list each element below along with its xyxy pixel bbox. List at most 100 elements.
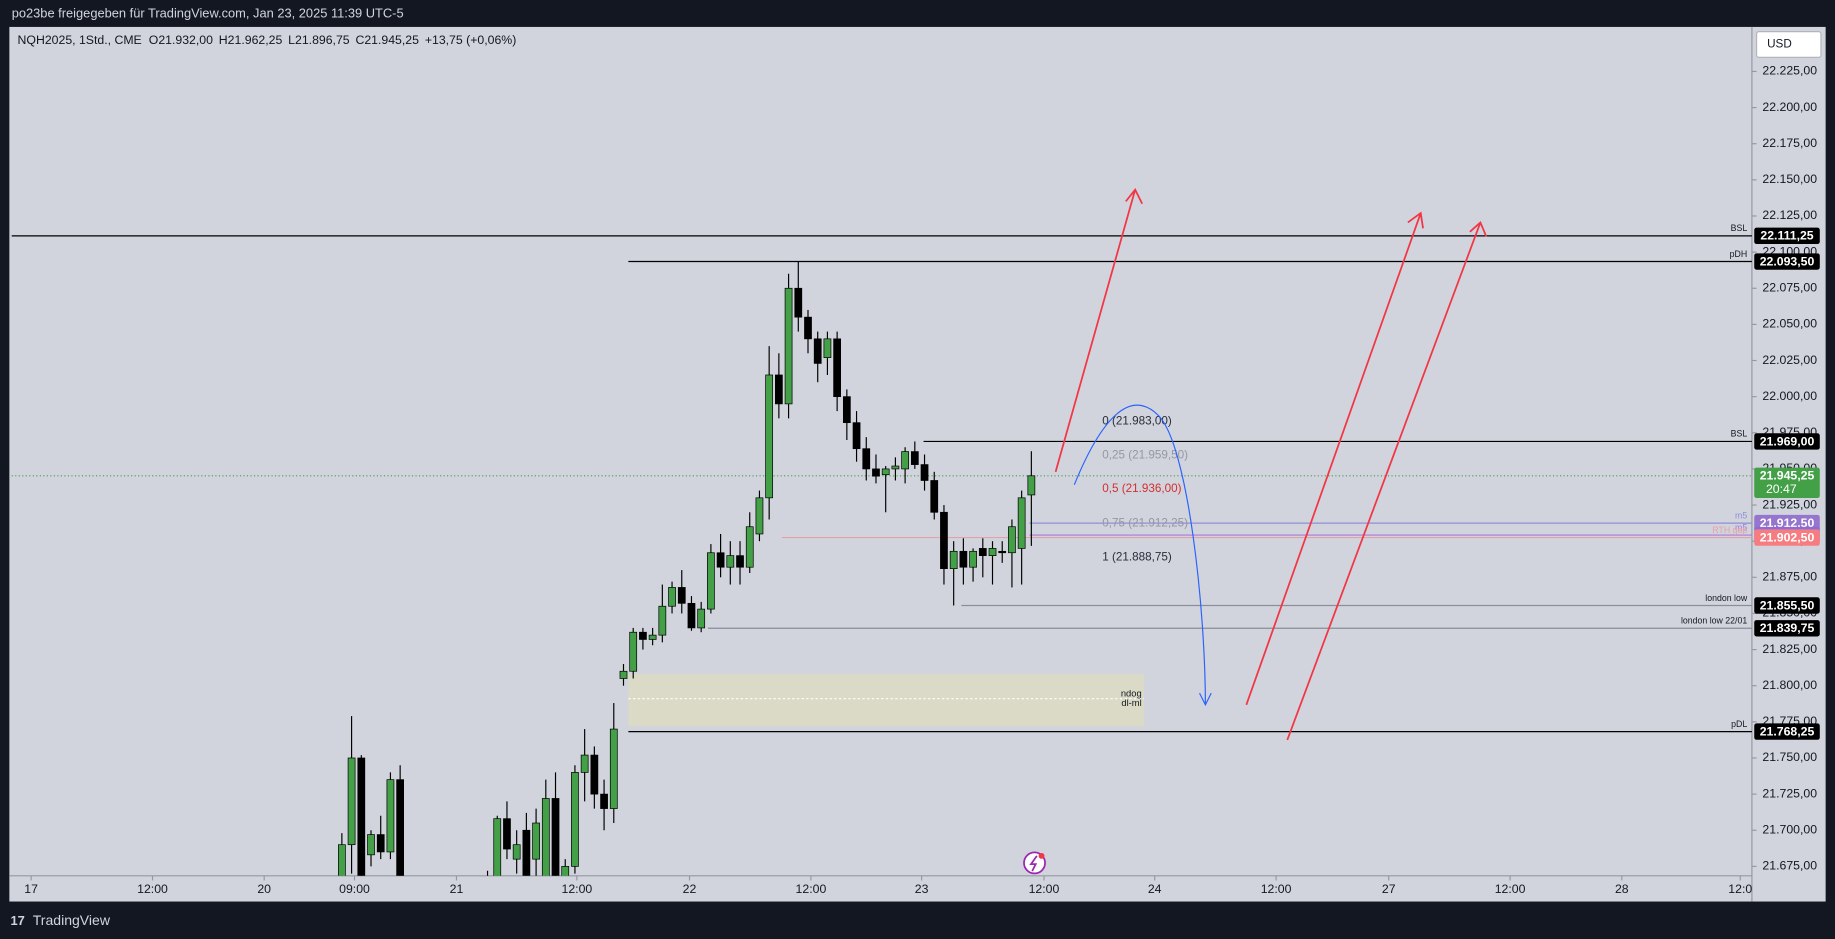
event-icon[interactable] [1023,851,1046,875]
event-bolt[interactable] [1029,855,1038,872]
x-tick-label: 12:00 [137,882,168,896]
fib-label: 0,5 (21.936,00) [1102,482,1181,495]
readout-value: L21.896,75 [288,33,350,47]
level-price-label: 21.902,50 [1760,530,1815,544]
candle-body [609,728,618,809]
readout-value: C21.945,25 [355,33,419,47]
candles-layer [338,261,1036,876]
event-dot[interactable] [1038,852,1045,859]
level-price-label: 21.768,25 [1760,724,1815,738]
level-name: london low 22/01 [1681,616,1747,626]
level-price-label: 21.969,00 [1760,434,1815,448]
candle-body [639,631,647,640]
candle-body [677,587,686,604]
x-tick-label: 28 [1615,882,1629,896]
fib-label: 1 (21.888,75) [1102,551,1172,564]
y-tick-label: 21.700,00 [1762,822,1817,836]
candle-body [794,287,803,318]
candle-body [920,464,929,481]
level-price-label: 21.912,50 [1760,516,1815,530]
level-price-box [1754,597,1820,614]
red-arrow [1286,220,1488,741]
candle-body [571,772,579,867]
readout-value: H21.962,25 [219,33,283,47]
footer-logo: 17 [11,913,25,928]
candle-body [629,631,638,672]
y-tick-label: 22.225,00 [1762,64,1817,78]
y-tick-label: 21.725,00 [1762,786,1817,800]
candle-body [745,526,754,568]
x-tick-label: 22 [683,882,697,896]
x-tick-label: 12:00 [1495,882,1526,896]
y-tick-label: 21.875,00 [1762,570,1817,584]
candle-body [852,422,861,450]
candle-body [376,834,385,853]
candle-body [988,548,997,556]
candle-body [765,374,774,499]
axis-layer: 21.675,00 21.700,00 21.725,00 21.750,00 21.7… [24,64,1817,896]
y-tick-label: 22.125,00 [1762,208,1817,222]
candle-body [561,866,570,876]
level-price-box [1754,227,1820,245]
y-tick-label: 22.200,00 [1762,100,1817,114]
y-tick-label: 22.075,00 [1762,281,1817,295]
red-arrow [1245,211,1424,706]
level-price-label: 21.839,75 [1760,621,1815,635]
currency-label[interactable]: USD [1767,38,1792,51]
candle-body [813,338,822,364]
candle-body [687,602,696,629]
level-name: BSL [1731,223,1748,233]
level-price-box [1754,529,1820,546]
x-tick-label: 27 [1382,882,1396,896]
candle-body [532,822,540,860]
level-name: BSL [1731,429,1748,439]
candle-body [1027,475,1036,496]
level-name: m5 [1735,510,1747,520]
x-tick-label: 12:00 [1261,882,1292,896]
candle-body [775,374,783,405]
y-tick-label: 21.750,00 [1762,750,1817,764]
candle-body [707,552,715,610]
level-price-box [1754,620,1820,637]
y-tick-label: 21.675,00 [1762,859,1817,873]
candle-body [833,338,841,398]
candle-body [658,605,667,636]
candle-body [842,396,851,424]
y-tick-label: 22.050,00 [1762,317,1817,331]
candle-body [881,468,890,476]
level-price-label: 22.111,25 [1760,229,1813,243]
price-box [1754,467,1820,499]
level-name: m5 [1735,522,1747,532]
red-arrow [1054,188,1143,473]
top-layer: 22.111,2522.093,5021.969,0021.912,5021.9… [1754,227,1820,740]
candle-body [804,316,812,340]
candle-body [1017,497,1026,549]
candle-body [668,587,676,607]
candle-body [872,468,880,477]
fib-label: 0,25 (21.959,50) [1102,448,1188,461]
x-tick-label: 09:00 [339,882,370,896]
x-tick-label: 12:0 [1728,882,1752,896]
currency-button[interactable] [1756,31,1822,58]
zone-label: ndog [1121,689,1142,699]
candle-body [969,550,977,568]
x-tick-label: 12:00 [562,882,593,896]
candle-body [940,511,948,569]
candle-body [901,451,909,470]
candle-body [949,550,958,569]
candle-body [891,465,900,470]
y-tick-label: 21.925,00 [1762,497,1817,511]
y-tick-label: 21.825,00 [1762,642,1817,656]
drawings [1054,188,1488,741]
candle-body [600,793,608,809]
level-name: RTH gap [1712,525,1747,535]
y-tick-label: 22.175,00 [1762,136,1817,150]
level-name: pDL [1731,719,1747,729]
candle-body [716,552,725,568]
x-tick-label: 17 [24,882,38,896]
candle-body [522,829,531,876]
y-tick-label: 22.150,00 [1762,172,1817,186]
